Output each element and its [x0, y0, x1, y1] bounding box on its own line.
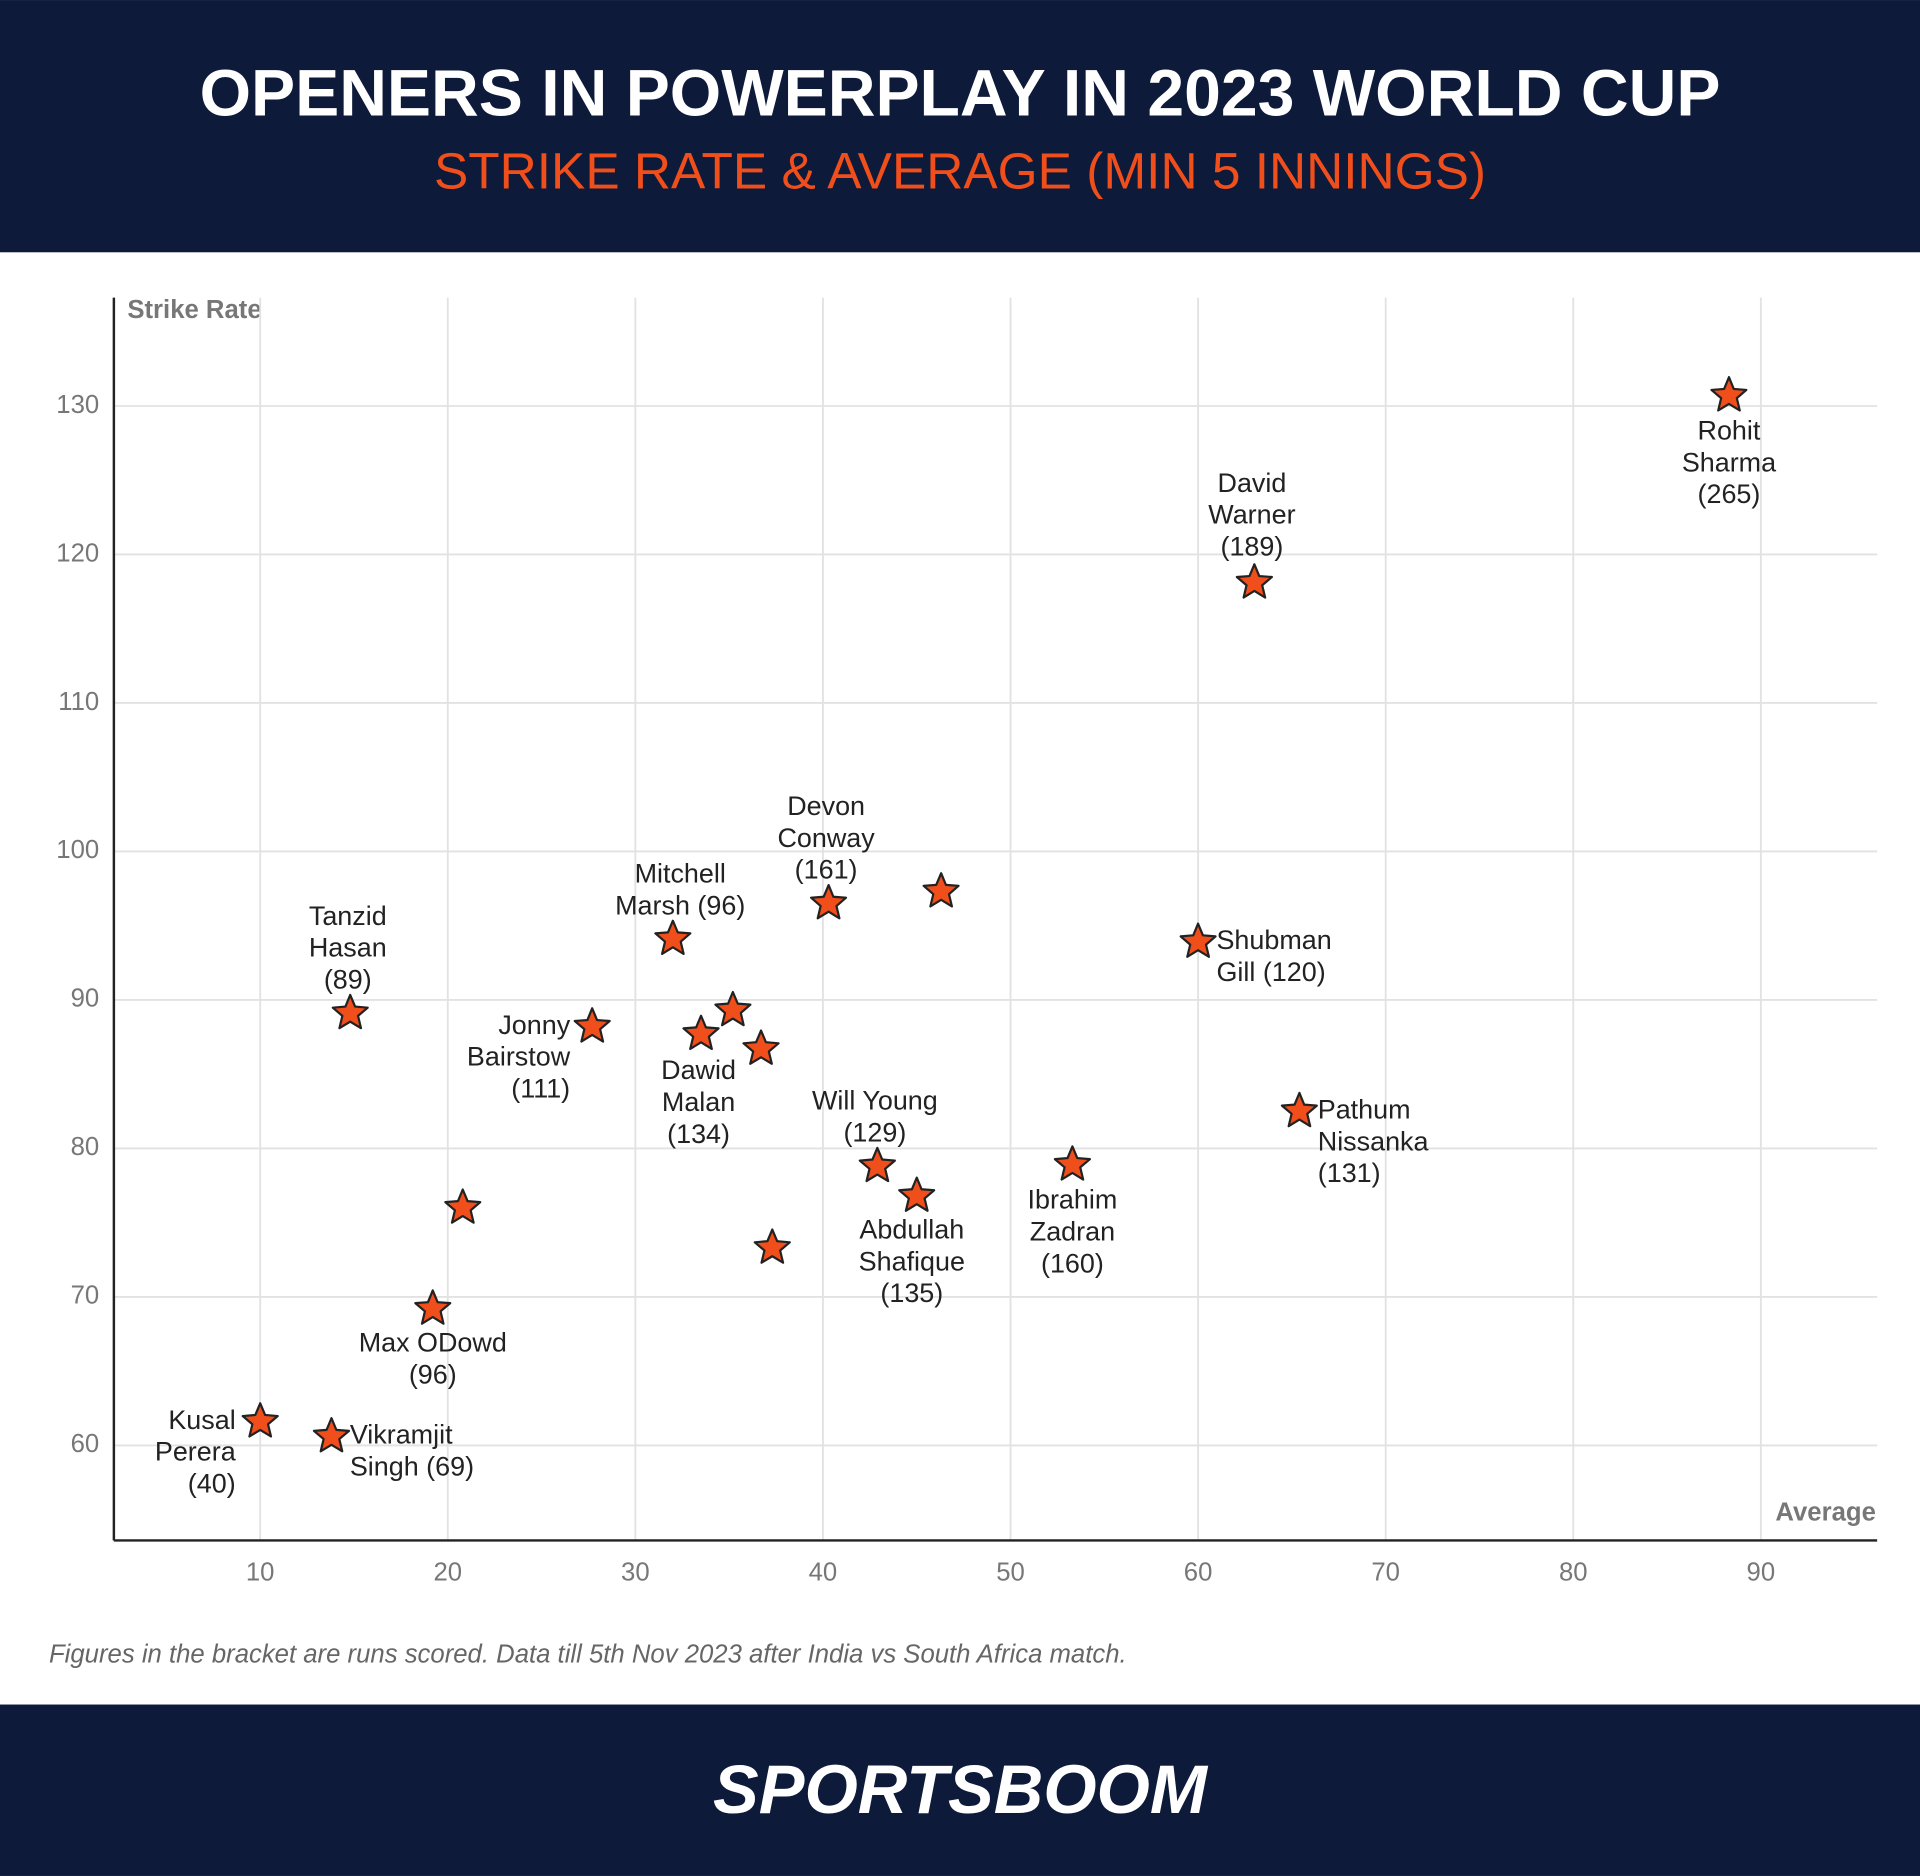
point-label: (135): [880, 1278, 943, 1308]
point-label: Will Young: [812, 1086, 938, 1116]
star-point: [312, 1417, 351, 1453]
star-point: [1053, 1145, 1092, 1181]
point-label: Perera: [155, 1437, 236, 1467]
y-tick-label: 90: [71, 985, 100, 1013]
point-label: (161): [795, 855, 858, 885]
point-label: Gill (120): [1216, 957, 1325, 987]
point-label: Max ODowd: [359, 1327, 507, 1357]
star-point: [1235, 563, 1273, 599]
star-point: [241, 1402, 279, 1438]
point-label: Jonny: [498, 1010, 570, 1040]
star-point: [1710, 376, 1748, 412]
x-tick-label: 50: [996, 1558, 1025, 1586]
y-tick-label: 100: [56, 836, 99, 864]
point-label: Marsh (96): [615, 890, 745, 920]
star-point: [444, 1188, 482, 1224]
y-tick-label: 80: [71, 1133, 100, 1161]
y-tick-label: 60: [71, 1430, 100, 1458]
header-band: [0, 0, 1920, 253]
point-label: Conway: [777, 823, 875, 853]
star-point: [922, 872, 960, 908]
brand-logo: SPORTSBOOM: [713, 1751, 1209, 1828]
footer-band: [0, 1704, 1920, 1876]
point-label: (265): [1698, 479, 1761, 509]
star-point: [753, 1228, 791, 1264]
x-tick-label: 90: [1747, 1558, 1776, 1586]
star-point: [682, 1014, 720, 1051]
point-label: Mitchell: [635, 859, 726, 889]
point-label: (131): [1318, 1158, 1381, 1188]
point-label: Rohit: [1698, 415, 1761, 445]
point-label: (111): [511, 1073, 570, 1103]
point-label: Pathum: [1318, 1094, 1411, 1124]
point-label: Singh (69): [350, 1451, 474, 1481]
x-tick-label: 60: [1184, 1558, 1213, 1586]
point-label: Bairstow: [467, 1042, 571, 1072]
point-label: Ibrahim: [1028, 1185, 1118, 1215]
star-point: [331, 993, 369, 1030]
point-label: Hasan: [309, 933, 387, 963]
point-label: Warner: [1208, 500, 1295, 530]
point-label: (40): [188, 1468, 236, 1498]
point-label: Zadran: [1030, 1216, 1115, 1246]
star-point: [1179, 922, 1217, 958]
star-point: [573, 1007, 611, 1043]
star-point: [1280, 1091, 1318, 1128]
chart-subtitle: STRIKE RATE & AVERAGE (MIN 5 INNINGS): [434, 142, 1486, 200]
x-tick-label: 30: [621, 1558, 650, 1586]
y-tick-label: 110: [58, 688, 99, 716]
x-tick-label: 10: [246, 1558, 275, 1586]
star-point: [742, 1029, 780, 1065]
point-label: (129): [843, 1118, 906, 1148]
star-point: [858, 1146, 896, 1183]
star-point: [654, 919, 692, 956]
point-label: Sharma: [1682, 447, 1776, 477]
point-label: Tanzid: [309, 901, 387, 931]
footnote: Figures in the bracket are runs scored. …: [49, 1640, 1127, 1668]
point-label: (89): [324, 965, 372, 995]
x-tick-label: 80: [1559, 1558, 1588, 1586]
y-tick-label: 70: [71, 1282, 100, 1310]
y-tick-label: 130: [56, 391, 99, 419]
point-label: Malan: [662, 1087, 735, 1117]
x-axis-label: Average: [1775, 1498, 1875, 1526]
point-label: Shafique: [859, 1246, 965, 1276]
point-label: Shubman: [1216, 925, 1331, 955]
star-point: [898, 1176, 936, 1212]
star-point: [810, 884, 848, 920]
point-label: (134): [667, 1119, 730, 1149]
chart-title: OPENERS IN POWERPLAY IN 2023 WORLD CUP: [200, 56, 1721, 130]
point-label: David: [1218, 468, 1287, 498]
point-label: (189): [1220, 532, 1283, 562]
x-tick-label: 40: [809, 1558, 838, 1586]
point-label: (160): [1041, 1248, 1104, 1278]
point-label: Vikramjit: [350, 1420, 453, 1450]
y-axis-label: Strike Rate: [127, 296, 261, 324]
point-label: Devon: [787, 791, 865, 821]
x-tick-label: 70: [1371, 1558, 1400, 1586]
star-point: [414, 1289, 452, 1325]
point-label: Abdullah: [859, 1215, 964, 1245]
point-label: Dawid: [661, 1055, 736, 1085]
point-label: Nissanka: [1318, 1126, 1429, 1156]
y-tick-label: 120: [56, 539, 99, 567]
star-point: [714, 990, 752, 1027]
point-label: Kusal: [168, 1405, 235, 1435]
grid: 60 70 80 90 100 110 120 130 10 20 30 40 50 60 70 80 90: [56, 297, 1878, 1586]
x-tick-label: 20: [433, 1558, 462, 1586]
point-label: (96): [409, 1359, 457, 1389]
